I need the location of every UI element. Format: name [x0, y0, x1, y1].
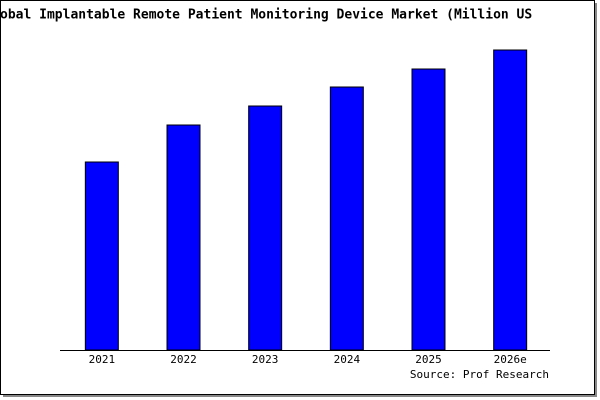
chart-title: obal Implantable Remote Patient Monitori… — [0, 8, 532, 23]
bar — [248, 105, 283, 351]
x-tick-label: 2022 — [170, 353, 197, 366]
bar — [166, 124, 201, 351]
bar — [84, 161, 119, 351]
x-tick-label: 2026e — [494, 353, 527, 366]
bar — [493, 49, 528, 351]
x-tick-label: 2023 — [252, 353, 279, 366]
x-tick-label: 2025 — [415, 353, 442, 366]
bar — [411, 68, 446, 351]
x-tick-label: 2021 — [89, 353, 116, 366]
plot-area — [60, 48, 550, 350]
source-note: Source: Prof Research — [410, 368, 549, 381]
x-tick-label: 2024 — [334, 353, 361, 366]
bar — [329, 86, 364, 351]
